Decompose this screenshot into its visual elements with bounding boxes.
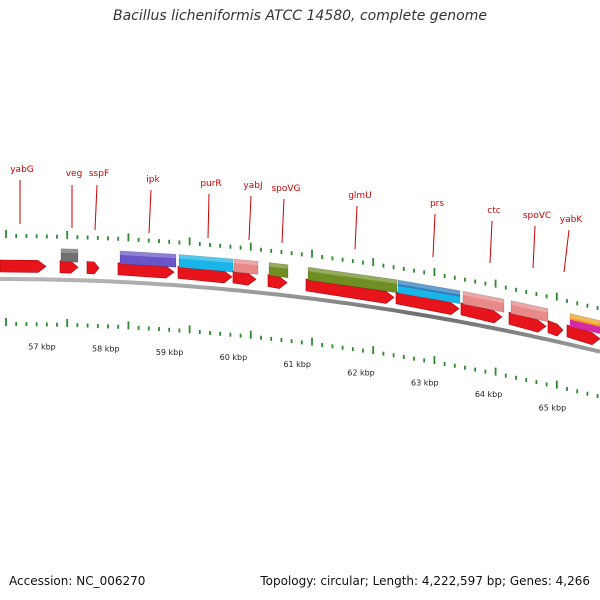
cds-arrow	[59, 260, 79, 274]
gene-bar-secondary	[398, 286, 460, 304]
gene-bar-yabJ	[233, 258, 259, 275]
gene-label-leader	[207, 193, 210, 239]
gene-label-leader	[563, 229, 570, 273]
cds-arrow	[508, 311, 547, 333]
gene-label-glmU: glmU	[348, 191, 372, 201]
gene-label-purR: purR	[200, 179, 221, 189]
cds-arrow	[395, 291, 460, 315]
gene-label-ipk: ipk	[146, 175, 160, 185]
gene-label-leader	[148, 189, 152, 234]
gene-label-sspF: sspF	[89, 169, 109, 179]
gene-bar-secondary	[570, 319, 600, 334]
gene-bar-glmU	[307, 266, 398, 294]
gene-label-leader	[489, 220, 493, 264]
cds-arrow	[460, 302, 503, 324]
kbp-label: 57 kbp	[28, 342, 56, 351]
gene-bar-veg	[60, 248, 79, 263]
gene-bar-highlight	[308, 267, 397, 284]
gene-bar-highlight	[463, 291, 504, 304]
gene-bar-highlight	[234, 259, 258, 266]
gene-bar-highlight	[570, 313, 600, 325]
gene-bar-highlight	[511, 300, 548, 313]
gene-label-leader	[432, 213, 436, 258]
gene-label-yabK: yabK	[560, 215, 584, 225]
gene-label-leader	[248, 195, 252, 241]
gene-label-leader	[354, 205, 358, 250]
kbp-label: 64 kbp	[475, 390, 503, 399]
kbp-label: 59 kbp	[156, 348, 184, 357]
gene-label-spoVC: spoVC	[523, 211, 551, 221]
kbp-label: 58 kbp	[92, 344, 120, 353]
cds-arrow	[86, 261, 100, 275]
cds-arrow	[547, 320, 564, 337]
cds-arrow	[0, 259, 47, 273]
accession-text: Accession: NC_006270	[9, 574, 146, 588]
gene-bar-ctc	[462, 290, 505, 313]
kbp-label: 61 kbp	[283, 360, 311, 369]
backbone-line	[0, 277, 600, 354]
kbp-label: 62 kbp	[347, 368, 375, 377]
gene-bar-highlight	[398, 280, 460, 295]
gene-label-leader	[94, 184, 98, 231]
kbp-label: 63 kbp	[411, 378, 439, 387]
kbp-scale: 57 kbp 58 kbp 59 kbp 60 kbp 61 kbp 62 kbp 63 k…	[28, 342, 566, 412]
kbp-label: 60 kbp	[220, 353, 248, 362]
gene-bar-spoVC	[510, 300, 549, 323]
cds-track	[0, 259, 600, 346]
gene-bar-ipk	[119, 250, 177, 268]
gene-label-prs: prs	[430, 199, 444, 209]
gene-category-track	[60, 248, 600, 335]
genome-stats-text: Topology: circular; Length: 4,222,597 bp…	[260, 574, 590, 588]
gene-label-ctc: ctc	[487, 206, 500, 216]
gene-bar-highlight	[61, 248, 78, 254]
gene-labels: yabG veg sspF ipk purR yabJ spoVG glmU prs ctc spo…	[10, 165, 584, 273]
gene-label-leader	[281, 198, 285, 244]
gene-label-leader	[532, 225, 536, 269]
gene-label-yabG: yabG	[10, 165, 34, 175]
gene-bar-highlight	[269, 262, 288, 269]
upper-tick-ring	[5, 230, 599, 311]
genome-backbone	[0, 277, 600, 354]
gene-bar-purR	[178, 254, 234, 273]
lower-tick-ring	[5, 318, 599, 399]
gene-bar-spoVG	[268, 262, 289, 279]
gene-label-yabJ: yabJ	[243, 181, 262, 191]
gene-bar-highlight	[120, 250, 176, 259]
gene-bar-highlight	[179, 254, 233, 263]
gene-label-spoVG: spoVG	[271, 184, 300, 194]
cds-arrow	[566, 324, 600, 346]
page-title: Bacillus licheniformis ATCC 14580, compl…	[113, 8, 487, 24]
gene-label-veg: veg	[66, 169, 83, 179]
kbp-label: 65 kbp	[539, 404, 567, 413]
